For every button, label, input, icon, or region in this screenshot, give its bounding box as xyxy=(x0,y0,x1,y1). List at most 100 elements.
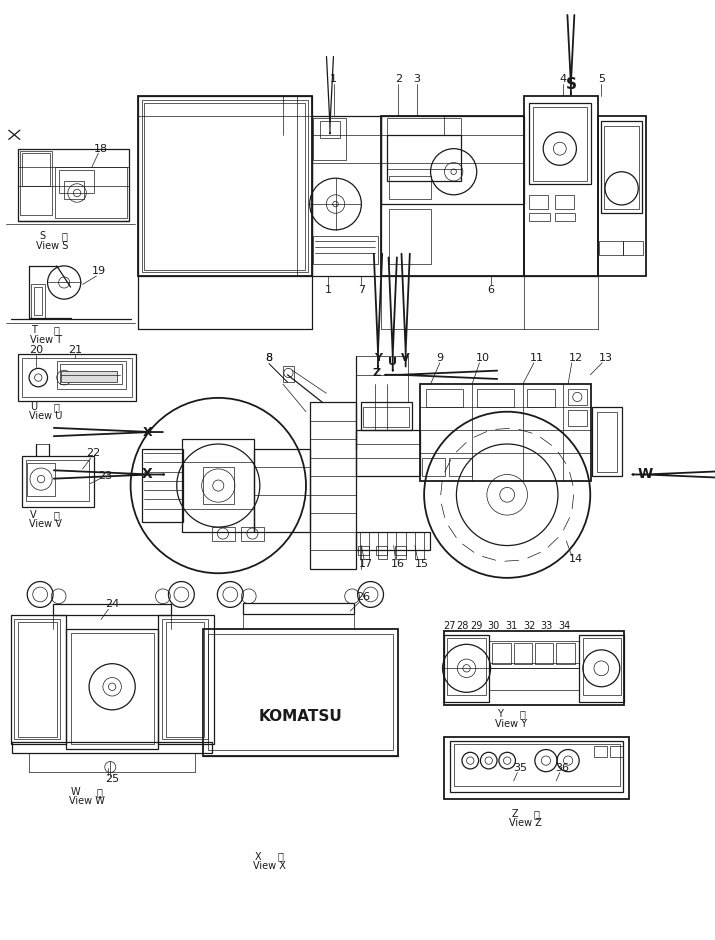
Bar xyxy=(255,448,310,532)
Bar xyxy=(477,388,513,407)
Bar xyxy=(420,384,591,481)
Bar xyxy=(358,545,369,555)
Bar xyxy=(202,629,398,756)
Bar xyxy=(12,743,212,753)
Bar xyxy=(415,532,424,559)
Bar xyxy=(242,527,265,540)
Bar xyxy=(423,458,445,477)
Text: 10: 10 xyxy=(476,353,490,363)
Bar xyxy=(388,118,461,169)
Bar xyxy=(529,102,591,183)
Bar xyxy=(20,150,52,215)
Bar xyxy=(312,117,381,276)
Bar xyxy=(579,635,624,701)
Text: V: V xyxy=(30,510,37,520)
Text: View W: View W xyxy=(69,796,105,807)
Text: View X: View X xyxy=(252,861,285,870)
Text: 30: 30 xyxy=(487,620,500,631)
Bar xyxy=(313,236,378,264)
Bar xyxy=(21,456,94,507)
Text: V: V xyxy=(401,353,410,363)
Text: 33: 33 xyxy=(541,620,553,631)
Text: KOMATSU: KOMATSU xyxy=(259,709,342,724)
Bar xyxy=(555,195,573,209)
Text: Z: Z xyxy=(372,368,380,378)
Bar xyxy=(71,634,154,744)
Bar xyxy=(568,388,586,405)
Text: 28: 28 xyxy=(457,620,469,631)
Text: 9: 9 xyxy=(436,353,443,363)
Bar xyxy=(445,632,624,705)
Bar xyxy=(56,361,126,388)
Text: Y: Y xyxy=(374,353,382,363)
Bar xyxy=(142,100,308,273)
Bar xyxy=(212,527,235,540)
Bar xyxy=(34,287,42,315)
Bar xyxy=(489,663,579,691)
Text: 15: 15 xyxy=(415,559,428,569)
Bar xyxy=(21,153,50,185)
Text: 32: 32 xyxy=(523,620,536,631)
Text: 13: 13 xyxy=(599,353,613,363)
Text: 8: 8 xyxy=(265,353,272,363)
Text: 視: 視 xyxy=(54,325,60,336)
Bar xyxy=(208,634,393,750)
Bar xyxy=(556,643,575,664)
Text: X: X xyxy=(142,467,152,481)
Bar xyxy=(283,366,294,383)
Bar xyxy=(378,532,388,559)
Text: 視: 視 xyxy=(61,231,67,242)
Bar xyxy=(64,181,84,199)
Bar xyxy=(604,126,639,209)
Bar xyxy=(313,118,345,160)
Text: 視: 視 xyxy=(277,852,283,862)
Bar xyxy=(529,195,548,209)
Bar xyxy=(489,641,579,668)
Bar xyxy=(610,745,623,757)
Bar xyxy=(493,643,511,664)
Bar xyxy=(18,149,129,221)
Bar xyxy=(18,354,136,400)
Bar xyxy=(243,603,354,614)
Bar xyxy=(447,638,486,695)
Bar xyxy=(376,545,388,555)
Text: S: S xyxy=(40,231,46,242)
Bar xyxy=(26,460,89,501)
Text: 1: 1 xyxy=(325,285,332,295)
Text: View U: View U xyxy=(29,412,62,421)
Bar xyxy=(555,213,576,221)
Bar xyxy=(166,622,204,737)
Bar xyxy=(144,102,305,270)
Text: 36: 36 xyxy=(556,763,570,773)
Text: View Z: View Z xyxy=(509,819,542,828)
Bar xyxy=(445,635,489,701)
Bar xyxy=(18,622,56,737)
Bar xyxy=(182,439,255,532)
Bar xyxy=(310,402,356,569)
Bar xyxy=(388,134,461,181)
Bar xyxy=(14,619,61,740)
Text: 4: 4 xyxy=(559,74,566,85)
Bar xyxy=(61,371,117,383)
Bar xyxy=(396,532,405,559)
Text: 34: 34 xyxy=(558,620,571,631)
Bar xyxy=(31,284,45,318)
Bar xyxy=(623,241,643,255)
Bar xyxy=(594,745,607,757)
Bar xyxy=(361,402,412,431)
Bar xyxy=(597,412,617,472)
Text: View S: View S xyxy=(36,241,69,251)
Bar xyxy=(202,467,234,504)
Text: 31: 31 xyxy=(506,620,518,631)
Text: 視: 視 xyxy=(534,809,540,819)
Text: W: W xyxy=(637,467,652,481)
Text: 2: 2 xyxy=(395,74,402,85)
Bar xyxy=(320,121,340,137)
Bar xyxy=(381,117,524,276)
Bar xyxy=(395,545,405,555)
Text: 18: 18 xyxy=(94,144,108,153)
Text: 22: 22 xyxy=(87,448,101,459)
Text: View Y: View Y xyxy=(495,719,527,728)
Text: 17: 17 xyxy=(359,559,373,569)
Bar xyxy=(59,364,122,384)
